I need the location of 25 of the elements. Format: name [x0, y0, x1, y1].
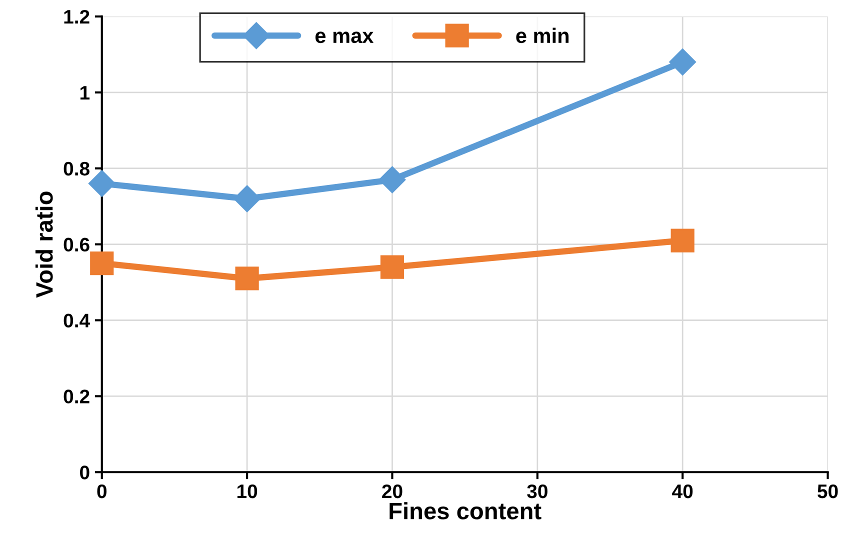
- x-tick-label: 10: [237, 484, 258, 498]
- x-tick-label: 0: [97, 484, 106, 498]
- point: [670, 228, 694, 252]
- x-axis-title: Fines content: [390, 502, 542, 520]
- y-tick-label: 0.4: [64, 314, 90, 328]
- y-tick-label: 0.2: [64, 390, 90, 404]
- x-tick-label: 40: [672, 484, 693, 498]
- y-tick-label: 1: [80, 86, 90, 100]
- y-tick-label: 0.8: [64, 162, 90, 176]
- x-tick-label: 30: [527, 484, 548, 498]
- x-tick-label: 20: [382, 484, 402, 498]
- y-axis-title: Void ratio: [35, 192, 53, 298]
- point: [90, 251, 114, 276]
- legend-label: e max: [315, 32, 374, 44]
- point: [234, 185, 261, 212]
- legend-label: e min: [516, 28, 569, 44]
- y-tick-label: 0.6: [64, 238, 90, 252]
- point: [378, 166, 406, 194]
- y-tick-label: 1.2: [64, 10, 90, 24]
- point: [669, 48, 696, 76]
- point: [88, 170, 116, 198]
- x-tick-label: 50: [818, 484, 838, 498]
- y-tick-label: 0: [80, 466, 90, 480]
- point: [380, 255, 404, 279]
- point: [235, 266, 259, 290]
